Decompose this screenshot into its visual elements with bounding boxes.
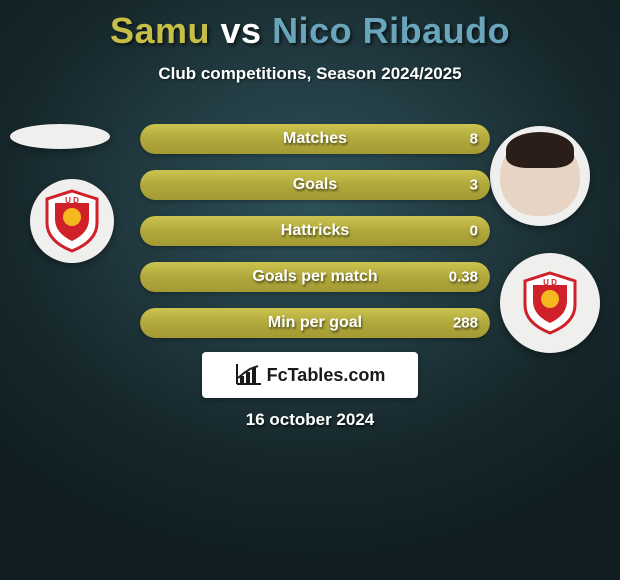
date-text: 16 october 2024	[0, 410, 620, 430]
stat-row: Hattricks 0	[140, 216, 490, 246]
stat-label: Hattricks	[281, 222, 349, 240]
stat-value-right: 8	[470, 131, 478, 148]
bar-chart-icon	[235, 364, 261, 386]
title-player2: Nico Ribaudo	[272, 10, 510, 51]
player1-club-badge: U D	[30, 179, 114, 263]
stat-value-right: 3	[470, 177, 478, 194]
branding-box: FcTables.com	[202, 352, 418, 398]
branding-text: FcTables.com	[267, 365, 386, 386]
subtitle: Club competitions, Season 2024/2025	[0, 64, 620, 84]
player2-club-badge: U D	[500, 253, 600, 353]
stat-label: Min per goal	[268, 314, 362, 332]
stat-row: Goals 3	[140, 170, 490, 200]
almeria-crest-icon: U D	[43, 189, 101, 253]
stat-row: Matches 8	[140, 124, 490, 154]
stat-label: Matches	[283, 130, 347, 148]
stat-value-right: 0.38	[449, 269, 478, 286]
title-player1: Samu	[110, 10, 210, 51]
svg-text:U D: U D	[543, 278, 557, 287]
stat-row: Goals per match 0.38	[140, 262, 490, 292]
almeria-crest-icon: U D	[521, 271, 579, 335]
player1-photo	[10, 124, 110, 149]
player2-face-icon	[500, 136, 580, 216]
svg-text:U D: U D	[65, 196, 79, 205]
comparison-card: Samu vs Nico Ribaudo Club competitions, …	[0, 0, 620, 580]
stat-row: Min per goal 288	[140, 308, 490, 338]
page-title: Samu vs Nico Ribaudo	[0, 0, 620, 52]
player2-photo	[490, 126, 590, 226]
stat-value-right: 0	[470, 223, 478, 240]
stat-value-right: 288	[453, 315, 478, 332]
stat-label: Goals per match	[252, 268, 377, 286]
stats-list: Matches 8 Goals 3 Hattricks 0 Goals per match 0…	[140, 124, 490, 354]
title-vs: vs	[221, 10, 262, 51]
stat-label: Goals	[293, 176, 337, 194]
